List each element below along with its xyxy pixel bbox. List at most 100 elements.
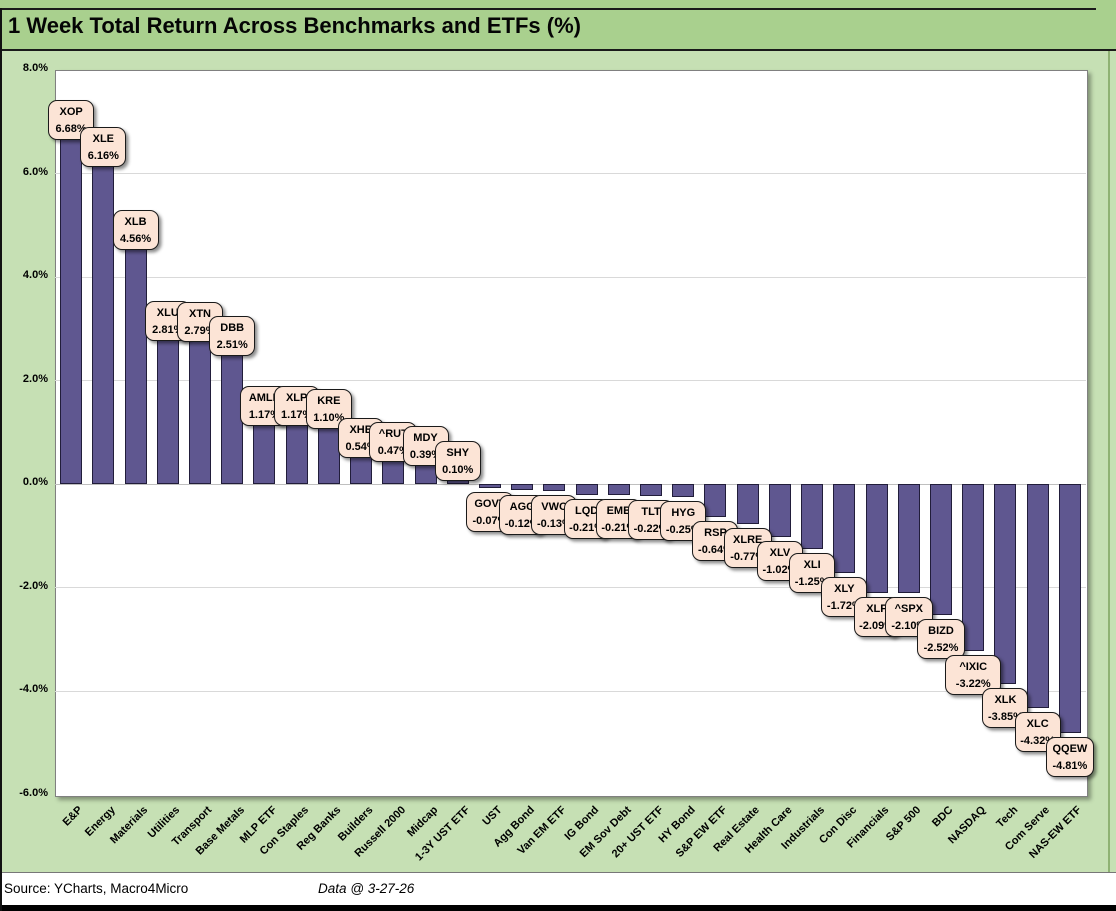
bar-BIZD: [930, 484, 953, 615]
data-label-ticker: LQD: [574, 505, 599, 518]
y-tick-label: -6.0%: [19, 787, 48, 799]
data-label-ticker: GOVT: [474, 497, 506, 510]
bar-XLC: [1026, 484, 1049, 708]
y-tick-label: -2.0%: [19, 579, 48, 592]
data-label-value: -0.12%: [504, 517, 540, 530]
data-label-value: 2.79%: [184, 324, 216, 337]
data-label-^IXIC: ^IXIC -3.22%: [944, 655, 1002, 696]
data-label-value: 1.17%: [248, 408, 281, 421]
data-label-value: 0.39%: [409, 449, 442, 462]
y-tick-label: -4.0%: [19, 683, 48, 696]
data-label-ticker: SHY: [446, 447, 470, 460]
data-label-XLB: XLB 4.56%: [112, 210, 159, 251]
gridline: [55, 483, 1086, 485]
bar-XLI: [801, 484, 824, 549]
bar-XTN: [188, 339, 211, 485]
data-label-ticker: XLK: [994, 693, 1017, 706]
bar-GOVT: [478, 484, 501, 488]
data-label-value: -0.13%: [536, 518, 572, 531]
gridline: [55, 276, 1086, 278]
data-label-ticker: DBB: [220, 322, 245, 335]
bar-LQD: [575, 484, 598, 496]
bar-QQEW: [1058, 484, 1081, 734]
bar-AMLP: [253, 423, 276, 485]
data-label-value: 0.47%: [377, 444, 409, 457]
data-label-ticker: XOP: [59, 106, 83, 119]
data-label-ticker: XHB: [349, 424, 373, 437]
data-label-ticker: XLV: [769, 547, 791, 560]
data-label-ticker: XLP: [285, 391, 308, 404]
y-tick-label: 0.0%: [22, 476, 48, 489]
data-label-ticker: BIZD: [928, 624, 954, 637]
bar-XLV: [768, 484, 791, 538]
data-label-ticker: ^RUT: [378, 427, 408, 440]
bottom-black-bar: [0, 905, 1116, 911]
data-label-value: -0.22%: [633, 522, 669, 535]
title-top-border: [0, 8, 1096, 10]
data-label-BIZD: BIZD -2.52%: [917, 618, 966, 659]
data-label-value: -4.81%: [1052, 760, 1088, 773]
bar-HYG: [672, 484, 695, 498]
bar-XLU: [156, 338, 179, 485]
data-label-ticker: XLB: [124, 216, 147, 229]
data-label-ticker: ^SPX: [894, 603, 924, 616]
data-label-value: 0.10%: [442, 464, 474, 477]
bar-XLF: [865, 484, 888, 593]
bar-MDY: [414, 464, 437, 485]
data-label-ticker: RSP: [704, 527, 727, 540]
data-label-ticker: ^IXIC: [959, 661, 988, 674]
data-label-value: -0.25%: [665, 524, 701, 537]
bar-XHB: [350, 456, 373, 485]
bar-^RUT: [382, 459, 405, 485]
data-label-SHY: SHY 0.10%: [434, 441, 481, 482]
data-label-ticker: EMB: [606, 505, 632, 518]
data-label-XLE: XLE 6.16%: [80, 127, 127, 168]
data-label-ticker: AGG: [509, 500, 535, 513]
source-attribution: Source: YCharts, Macro4Micro: [4, 881, 189, 896]
data-label-ticker: QQEW: [1052, 743, 1088, 756]
bar-XLK: [994, 484, 1017, 684]
left-black-border: [0, 8, 2, 911]
data-label-ticker: XLY: [834, 583, 855, 596]
bar-XLB: [124, 248, 147, 485]
bar-VWO: [543, 484, 566, 491]
data-label-value: -0.21%: [569, 522, 605, 535]
data-label-value: -1.72%: [826, 600, 862, 613]
data-label-ticker: MDY: [413, 432, 438, 445]
bar-KRE: [317, 427, 340, 485]
data-label-ticker: XLE: [92, 133, 115, 146]
y-tick-label: 4.0%: [22, 269, 48, 282]
bar-TLT: [640, 484, 663, 496]
data-label-ticker: VWO: [541, 501, 568, 514]
data-label-value: 6.16%: [87, 150, 119, 163]
gridline: [55, 690, 1086, 692]
bar-XLRE: [736, 484, 759, 525]
data-label-value: -0.77%: [730, 551, 766, 564]
data-label-ticker: XLF: [866, 602, 887, 615]
gridline: [55, 587, 1086, 589]
data-label-value: 2.81%: [152, 323, 184, 336]
data-label-ticker: XLRE: [733, 534, 763, 547]
data-label-value: -1.25%: [794, 576, 830, 589]
data-label-value: 1.10%: [313, 412, 345, 425]
data-label-ticker: XLC: [1026, 718, 1049, 730]
data-label-ticker: XLI: [803, 559, 821, 572]
data-label-ticker: TLT: [641, 505, 661, 518]
data-label-value: 6.68%: [55, 123, 87, 136]
bar-RSP: [704, 484, 727, 518]
data-label-value: -0.07%: [472, 514, 508, 527]
bar-^SPX: [897, 484, 920, 594]
bar-XLY: [833, 484, 856, 574]
y-tick-label: 8.0%: [22, 62, 48, 74]
bar-XLP: [285, 423, 308, 485]
data-label-ticker: KRE: [317, 395, 341, 408]
data-label-value: -3.85%: [988, 710, 1023, 723]
data-label-ticker: HYG: [671, 507, 696, 520]
bar-XOP: [60, 138, 83, 485]
data-label-ticker: XLU: [156, 306, 179, 319]
data-label-value: 0.54%: [345, 441, 377, 454]
data-label-value: 4.56%: [119, 233, 152, 246]
data-label-ticker: XTN: [188, 307, 211, 320]
bar-XLE: [92, 165, 115, 485]
